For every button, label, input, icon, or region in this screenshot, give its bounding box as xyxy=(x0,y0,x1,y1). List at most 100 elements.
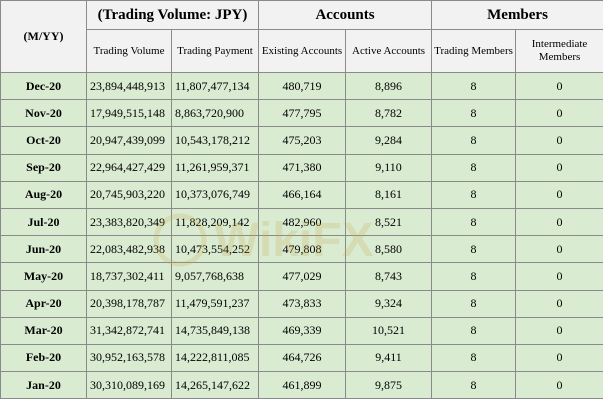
trading-payment-cell: 8,863,720,900 xyxy=(170,99,260,128)
table-row: Aug-20 20,745,903,220 10,373,076,749 466,16… xyxy=(0,180,603,209)
period-cell: Oct-20 xyxy=(0,126,87,155)
active-accounts-cell: 8,743 xyxy=(345,262,433,291)
trading-volume-cell: 22,083,482,938 xyxy=(86,235,172,264)
existing-accounts-header: Existing Accounts xyxy=(258,29,347,73)
accounts-group-header: Accounts xyxy=(258,0,433,30)
table-row: Dec-20 23,894,448,913 11,807,477,134 480,71… xyxy=(0,71,603,101)
trading-members-cell: 8 xyxy=(431,262,517,291)
intermediate-members-cell: 0 xyxy=(515,289,603,318)
active-accounts-cell: 8,896 xyxy=(345,71,433,101)
period-cell: Aug-20 xyxy=(0,180,87,209)
existing-accounts-cell: 477,029 xyxy=(258,262,347,291)
intermediate-members-cell: 0 xyxy=(515,99,603,128)
trading-payment-cell: 11,828,209,142 xyxy=(170,207,260,237)
intermediate-members-cell: 0 xyxy=(515,235,603,264)
trading-members-cell: 8 xyxy=(431,343,517,373)
existing-accounts-cell: 475,203 xyxy=(258,126,347,155)
table-row: Jan-20 30,310,089,169 14,265,147,622 461,89… xyxy=(0,371,603,400)
active-accounts-cell: 8,782 xyxy=(345,99,433,128)
trading-members-header: Trading Members xyxy=(431,29,517,73)
intermediate-members-cell: 0 xyxy=(515,153,603,182)
existing-accounts-cell: 482,960 xyxy=(258,207,347,237)
period-cell: Apr-20 xyxy=(0,289,87,318)
trading-payment-header: Trading Payment xyxy=(170,29,260,73)
trading-payment-cell: 11,479,591,237 xyxy=(170,289,260,318)
trading-members-cell: 8 xyxy=(431,99,517,128)
trading-members-cell: 8 xyxy=(431,235,517,264)
period-cell: Nov-20 xyxy=(0,99,87,128)
period-cell: Jul-20 xyxy=(0,207,87,237)
table-row: Jul-20 23,383,820,349 11,828,209,142 482,96… xyxy=(0,207,603,237)
table-row: Mar-20 31,342,872,741 14,735,849,138 469,33… xyxy=(0,316,603,345)
table-row: Sep-20 22,964,427,429 11,261,959,371 471,38… xyxy=(0,153,603,182)
trading-volume-cell: 30,952,163,578 xyxy=(86,343,172,373)
trading-volume-cell: 22,964,427,429 xyxy=(86,153,172,182)
period-cell: Dec-20 xyxy=(0,71,87,101)
intermediate-members-cell: 0 xyxy=(515,207,603,237)
trading-volume-cell: 31,342,872,741 xyxy=(86,316,172,345)
table-row: Feb-20 30,952,163,578 14,222,811,085 464,72… xyxy=(0,343,603,373)
period-header: (M/YY) xyxy=(0,0,87,73)
trading-volume-cell: 20,947,439,099 xyxy=(86,126,172,155)
intermediate-members-cell: 0 xyxy=(515,343,603,373)
existing-accounts-cell: 469,339 xyxy=(258,316,347,345)
intermediate-members-cell: 0 xyxy=(515,371,603,400)
trading-members-cell: 8 xyxy=(431,71,517,101)
trading-payment-cell: 10,473,554,252 xyxy=(170,235,260,264)
active-accounts-cell: 8,161 xyxy=(345,180,433,209)
intermediate-members-cell: 0 xyxy=(515,180,603,209)
trading-payment-cell: 11,261,959,371 xyxy=(170,153,260,182)
trading-members-cell: 8 xyxy=(431,371,517,400)
table-row: Nov-20 17,949,515,148 8,863,720,900 477,795… xyxy=(0,99,603,128)
active-accounts-cell: 9,324 xyxy=(345,289,433,318)
trading-payment-cell: 14,222,811,085 xyxy=(170,343,260,373)
period-cell: Jan-20 xyxy=(0,371,87,400)
active-accounts-cell: 8,580 xyxy=(345,235,433,264)
existing-accounts-cell: 464,726 xyxy=(258,343,347,373)
intermediate-members-header: Intermediate Members xyxy=(515,29,603,73)
period-cell: Jun-20 xyxy=(0,235,87,264)
trading-volume-cell: 17,949,515,148 xyxy=(86,99,172,128)
table-row: Jun-20 22,083,482,938 10,473,554,252 479,80… xyxy=(0,235,603,264)
active-accounts-cell: 9,110 xyxy=(345,153,433,182)
trading-volume-cell: 30,310,089,169 xyxy=(86,371,172,400)
existing-accounts-cell: 466,164 xyxy=(258,180,347,209)
table-row: May-20 18,737,302,411 9,057,768,638 477,029… xyxy=(0,262,603,291)
trading-volume-cell: 20,398,178,787 xyxy=(86,289,172,318)
trading-members-cell: 8 xyxy=(431,207,517,237)
trading-members-cell: 8 xyxy=(431,289,517,318)
trading-payment-cell: 14,735,849,138 xyxy=(170,316,260,345)
intermediate-members-cell: 0 xyxy=(515,126,603,155)
existing-accounts-cell: 461,899 xyxy=(258,371,347,400)
table-body: Dec-20 23,894,448,913 11,807,477,134 480,71… xyxy=(0,71,603,400)
existing-accounts-cell: 479,808 xyxy=(258,235,347,264)
table-row: Apr-20 20,398,178,787 11,479,591,237 473,83… xyxy=(0,289,603,318)
active-accounts-cell: 9,875 xyxy=(345,371,433,400)
trading-members-cell: 8 xyxy=(431,126,517,155)
existing-accounts-cell: 471,380 xyxy=(258,153,347,182)
trading-payment-cell: 11,807,477,134 xyxy=(170,71,260,101)
existing-accounts-cell: 477,795 xyxy=(258,99,347,128)
trading-volume-cell: 18,737,302,411 xyxy=(86,262,172,291)
trading-members-cell: 8 xyxy=(431,180,517,209)
trading-volume-cell: 23,894,448,913 xyxy=(86,71,172,101)
active-accounts-cell: 8,521 xyxy=(345,207,433,237)
active-accounts-cell: 10,521 xyxy=(345,316,433,345)
intermediate-members-cell: 0 xyxy=(515,262,603,291)
trading-payment-cell: 10,543,178,212 xyxy=(170,126,260,155)
active-accounts-cell: 9,284 xyxy=(345,126,433,155)
trading-volume-group-header: (Trading Volume: JPY) xyxy=(85,0,260,30)
active-accounts-cell: 9,411 xyxy=(345,343,433,373)
intermediate-members-cell: 0 xyxy=(515,316,603,345)
existing-accounts-cell: 473,833 xyxy=(258,289,347,318)
trading-volume-cell: 23,383,820,349 xyxy=(86,207,172,237)
table-row: Oct-20 20,947,439,099 10,543,178,212 475,20… xyxy=(0,126,603,155)
table-header: (M/YY) (Trading Volume: JPY) Accounts Me… xyxy=(0,0,603,73)
intermediate-members-cell: 0 xyxy=(515,71,603,101)
period-cell: Sep-20 xyxy=(0,153,87,182)
trading-volume-cell: 20,745,903,220 xyxy=(86,180,172,209)
trading-volume-header: Trading Volume xyxy=(86,29,172,73)
period-cell: Feb-20 xyxy=(0,343,87,373)
